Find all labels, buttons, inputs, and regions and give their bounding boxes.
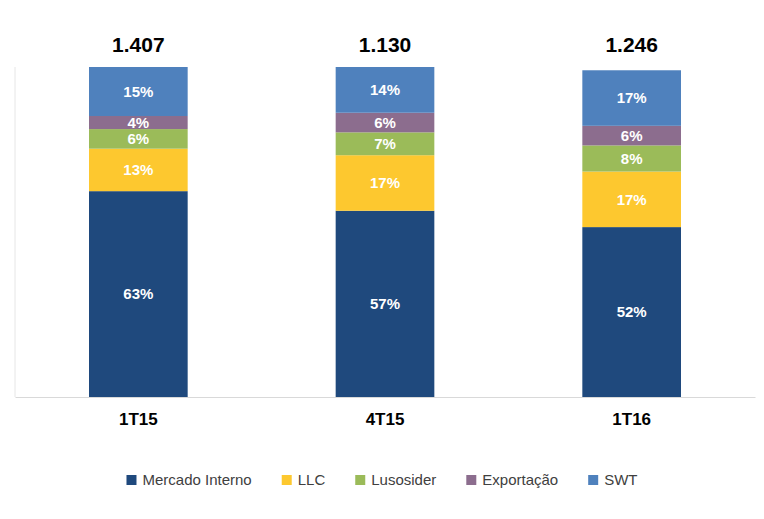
total-label: 1.246 xyxy=(605,33,658,56)
legend: Mercado Interno LLC Lusosider Exportação SWT xyxy=(126,471,637,488)
data-label: 15% xyxy=(123,83,153,100)
bar-segment xyxy=(89,67,188,116)
data-label: 52% xyxy=(617,303,647,320)
data-label: 7% xyxy=(374,135,396,152)
data-label: 6% xyxy=(127,130,149,147)
data-label: 57% xyxy=(370,295,400,312)
bar-segment xyxy=(89,191,188,397)
x-tick-label: 4T15 xyxy=(366,410,405,429)
legend-item: Lusosider xyxy=(355,471,436,488)
data-label: 63% xyxy=(123,285,153,302)
legend-item: Mercado Interno xyxy=(126,471,251,488)
bar-segment xyxy=(336,155,435,211)
bar-segment xyxy=(89,149,188,191)
legend-swatch xyxy=(126,475,136,485)
legend-label: Lusosider xyxy=(371,471,436,488)
bar-segment xyxy=(582,145,681,171)
bar-segment xyxy=(336,113,435,133)
data-label: 13% xyxy=(123,161,153,178)
bar-segment xyxy=(336,211,435,397)
legend-label: Exportação xyxy=(482,471,558,488)
legend-label: LLC xyxy=(298,471,326,488)
data-label: 17% xyxy=(370,174,400,191)
x-tick: 4T15 xyxy=(366,397,405,429)
total-label: 1.407 xyxy=(112,33,165,56)
x-tick: 1T16 xyxy=(612,397,651,429)
x-tick-label: 1T15 xyxy=(119,410,158,429)
bar-segment xyxy=(582,70,681,126)
bar-segment xyxy=(582,227,681,397)
data-label: 4% xyxy=(127,114,149,131)
bar-segment xyxy=(89,129,188,149)
y-axis-line xyxy=(15,67,16,397)
chart: 63%57%52%13%17%17%6%7%8%4%6%6%15%14%17%1… xyxy=(0,0,764,519)
total-label: 1.130 xyxy=(359,33,412,56)
legend-item: Exportação xyxy=(466,471,558,488)
data-label: 6% xyxy=(374,114,396,131)
bar-segment xyxy=(336,132,435,155)
x-tick: 1T15 xyxy=(119,397,158,429)
legend-swatch xyxy=(282,475,292,485)
data-label: 17% xyxy=(617,89,647,106)
data-label: 6% xyxy=(621,127,643,144)
x-tick-label: 1T16 xyxy=(612,410,651,429)
bars xyxy=(89,67,681,397)
legend-item: SWT xyxy=(588,471,637,488)
legend-label: Mercado Interno xyxy=(142,471,251,488)
x-axis: 1T15 4T15 1T16 xyxy=(16,397,756,429)
data-label: 17% xyxy=(617,191,647,208)
legend-item: LLC xyxy=(282,471,326,488)
totals: 1.407 1.130 1.246 xyxy=(112,33,658,56)
legend-swatch xyxy=(355,475,365,485)
bar-segment xyxy=(582,172,681,228)
legend-label: SWT xyxy=(604,471,637,488)
legend-swatch xyxy=(588,475,598,485)
data-label: 14% xyxy=(370,81,400,98)
x-axis-line xyxy=(16,397,756,398)
data-labels: 63%57%52%13%17%17%6%7%8%4%6%6%15%14%17% xyxy=(123,81,646,320)
legend-swatch xyxy=(466,475,476,485)
bar-segment xyxy=(582,126,681,146)
data-label: 8% xyxy=(621,150,643,167)
bar-segment xyxy=(336,67,435,113)
